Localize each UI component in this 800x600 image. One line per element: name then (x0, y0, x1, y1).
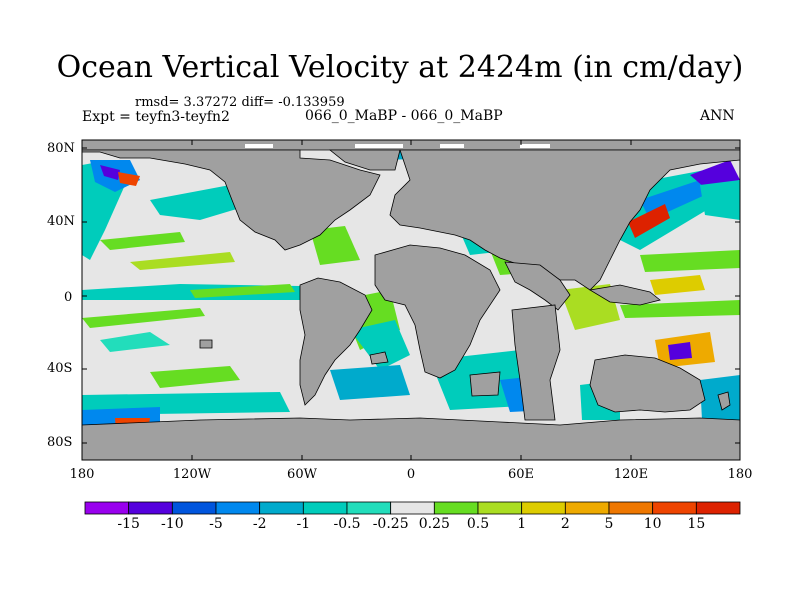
land-south-america (299, 277, 373, 406)
land-greenland (328, 149, 401, 171)
velocity-patch (620, 300, 740, 318)
lon-label: 180 (727, 467, 753, 482)
colorbar-swatch (302, 501, 348, 515)
lat-label: 80N (47, 141, 75, 156)
colorbar-label: 15 (687, 516, 706, 532)
velocity-patch (700, 180, 740, 220)
lat-label: 80S (47, 435, 73, 450)
lat-label: 40N (47, 214, 75, 229)
colorbar-swatch (84, 501, 130, 515)
colorbar-label: 0.25 (418, 516, 450, 532)
velocity-patch (130, 252, 235, 270)
colorbar-swatch (259, 501, 304, 515)
colorbar-label: 1 (517, 516, 527, 532)
land-island (469, 371, 501, 397)
velocity-patch (190, 284, 295, 298)
stats-label: rmsd= 3.37272 diff= -0.133959 (135, 95, 345, 110)
case-label: 066_0_MaBP - 066_0_MaBP (305, 108, 503, 124)
land-masses (82, 140, 740, 460)
land-australia (589, 354, 706, 413)
colorbar-label: 0.5 (466, 516, 490, 532)
ice-streak (520, 144, 550, 148)
colorbar-label: 10 (643, 516, 662, 532)
colorbar (84, 501, 741, 515)
velocity-patch (350, 320, 410, 370)
velocity-patch (82, 308, 205, 328)
velocity-patch (310, 226, 360, 265)
plot-title: Ocean Vertical Velocity at 2424m (in cm/… (56, 50, 744, 85)
map-area (82, 140, 740, 460)
velocity-patch (100, 165, 120, 180)
velocity-patch (150, 185, 250, 220)
velocity-patch (100, 232, 185, 250)
velocity-patch (650, 275, 705, 295)
ice-streaks (245, 144, 550, 148)
colorbar-swatch (433, 501, 479, 515)
colorbar-swatch (608, 501, 654, 515)
axis-ticks (81, 140, 741, 460)
colorbar-swatch (477, 501, 523, 515)
land-africa (374, 244, 501, 379)
lon-label: 0 (406, 467, 416, 482)
lon-label: 60E (507, 467, 535, 482)
lat-label: 0 (64, 290, 73, 305)
colorbar-swatch (128, 501, 173, 515)
colorbar-swatch (652, 501, 697, 515)
ice-streak (245, 144, 273, 148)
colorbar-swatch (390, 501, 435, 515)
colorbar-label: 2 (560, 516, 570, 532)
velocity-patch (628, 204, 670, 238)
colorbar-label: -1 (296, 516, 311, 532)
colorbar-label: -0.25 (372, 516, 409, 532)
lat-label: 40S (47, 361, 73, 376)
velocity-patch (150, 366, 240, 388)
colorbar-swatch (171, 501, 217, 515)
land-island (369, 351, 389, 365)
velocity-patch (640, 250, 740, 272)
velocity-patch (100, 332, 170, 352)
experiment-label: Expt = teyfn3-teyfn2 (82, 109, 230, 125)
colorbar-label: -0.5 (333, 516, 361, 532)
velocity-patch (330, 365, 410, 400)
colorbar-swatch (521, 501, 566, 515)
land-new-zealand (717, 391, 731, 411)
colorbar-label: -10 (161, 516, 184, 532)
lon-label: 120E (613, 467, 649, 482)
lon-label: 60W (287, 467, 317, 482)
colorbar-swatch (215, 501, 261, 515)
colorbar-swatch (346, 501, 392, 515)
land-island-indian (511, 304, 561, 421)
colorbar-label: 5 (604, 516, 614, 532)
lon-label: 180 (69, 467, 95, 482)
colorbar-label: -5 (209, 516, 223, 532)
season-label: ANN (700, 108, 735, 124)
velocity-patch (118, 172, 140, 186)
ice-streak (440, 144, 464, 148)
land-north-america (82, 149, 381, 251)
colorbar-swatch (695, 501, 741, 515)
lon-label: 120W (172, 467, 212, 482)
land-arabia-india (504, 261, 571, 311)
velocity-patch (668, 342, 692, 360)
colorbar-label: -2 (252, 516, 267, 532)
land-antarctica (82, 417, 740, 460)
colorbar-label: -15 (117, 516, 140, 532)
land-island (199, 339, 213, 349)
velocity-patch (690, 160, 740, 188)
ice-streak (355, 144, 403, 148)
land-southeast-asia (588, 284, 661, 306)
colorbar-swatch (564, 501, 610, 515)
